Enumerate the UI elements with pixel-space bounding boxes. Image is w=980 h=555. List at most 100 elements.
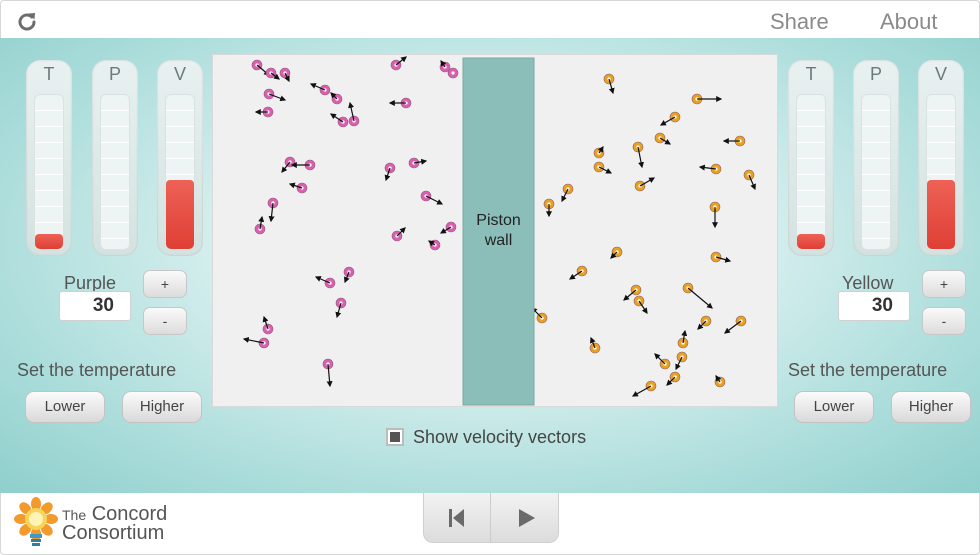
gauge-tube xyxy=(34,94,64,250)
yellow-count-field[interactable]: 30 xyxy=(838,291,910,321)
purple-molecule-highlight xyxy=(412,161,416,165)
velocity-vector xyxy=(715,256,732,263)
gauge-tube xyxy=(926,94,956,250)
purple-count-field[interactable]: 30 xyxy=(59,291,131,321)
velocity-vector xyxy=(330,113,344,123)
yellow-gas-label: Yellow xyxy=(842,273,894,293)
gauge-label: V xyxy=(934,64,947,84)
gauge-fill xyxy=(166,179,194,249)
velocity-vector xyxy=(698,164,717,171)
yellow-increase-button[interactable]: + xyxy=(922,270,966,298)
velocity-vector xyxy=(697,320,707,330)
velocity-vector xyxy=(639,177,656,187)
particle-field: Piston wall xyxy=(242,56,756,406)
checkbox-check-mark xyxy=(390,432,400,442)
yellow-temperature-gauge: T xyxy=(788,60,834,256)
velocity-vector xyxy=(242,336,265,344)
velocity-vector xyxy=(631,385,652,397)
velocity-vector xyxy=(425,195,444,205)
lightbulb-logo-icon[interactable] xyxy=(13,497,59,549)
velocity-vector xyxy=(724,320,742,334)
brand-the: The xyxy=(62,507,87,523)
gauge-label: V xyxy=(173,64,186,84)
velocity-vector xyxy=(384,167,391,182)
gauge-tube xyxy=(165,94,195,250)
velocity-vector xyxy=(597,146,604,154)
velocity-vector xyxy=(268,202,275,223)
velocity-vector xyxy=(440,60,447,68)
velocity-vector xyxy=(288,182,303,189)
purple-decrease-button[interactable]: - xyxy=(143,307,187,335)
purple-molecule-highlight xyxy=(451,71,455,75)
velocity-vector xyxy=(439,226,452,234)
gauge-fill xyxy=(35,233,63,249)
yellow-volume-gauge: V xyxy=(918,60,964,256)
velocity-vector xyxy=(681,329,688,344)
velocity-vector xyxy=(610,251,618,259)
share-link[interactable]: Share xyxy=(770,9,829,34)
velocity-vector xyxy=(348,101,355,122)
gauge-label: T xyxy=(805,64,817,84)
velocity-vector xyxy=(326,363,333,388)
velocity-vector xyxy=(666,376,676,386)
velocity-vector xyxy=(715,375,722,383)
velocity-vector xyxy=(748,174,756,191)
gauge-fill xyxy=(927,179,955,249)
play-button[interactable] xyxy=(492,493,559,543)
reload-icon[interactable] xyxy=(15,10,39,34)
piston-wall[interactable] xyxy=(462,57,535,406)
velocity-vector xyxy=(569,270,583,280)
velocity-vector xyxy=(687,287,713,309)
velocity-vectors-label: Show velocity vectors xyxy=(413,426,587,447)
play-icon xyxy=(518,509,535,527)
velocity-vector xyxy=(284,72,290,83)
simulation-canvas: Piston wall xyxy=(212,54,778,407)
gauge-label: P xyxy=(108,64,121,84)
checkbox-box[interactable] xyxy=(386,428,404,446)
purple-lower-temp-button[interactable]: Lower xyxy=(25,391,105,423)
velocity-vector xyxy=(268,93,287,102)
velocity-vector xyxy=(396,227,406,237)
purple-temperature-caption: Set the temperature xyxy=(17,360,177,380)
velocity-vector xyxy=(654,353,666,365)
piston-label-line2: wall xyxy=(484,232,513,249)
velocity-vector xyxy=(659,116,676,126)
yellow-higher-temp-button[interactable]: Higher xyxy=(891,391,971,423)
velocity-vector xyxy=(281,161,291,173)
brand-consortium: Consortium xyxy=(62,522,165,544)
velocity-vector xyxy=(638,300,648,314)
velocity-vector xyxy=(258,215,265,230)
velocity-vector xyxy=(623,289,637,301)
yellow-temperature-caption: Set the temperature xyxy=(788,360,948,380)
yellow-decrease-button[interactable]: - xyxy=(922,307,966,335)
purple-gas-label: Purple xyxy=(64,273,117,293)
velocity-vector xyxy=(330,92,338,100)
reset-to-start-icon xyxy=(449,509,464,527)
purple-pressure-gauge: P xyxy=(92,60,138,256)
velocity-vector xyxy=(589,336,596,349)
top-bar: Share About xyxy=(0,0,980,38)
purple-volume-gauge: V xyxy=(157,60,203,256)
purple-higher-temp-button[interactable]: Higher xyxy=(122,391,202,423)
reset-button[interactable] xyxy=(424,493,491,543)
model-stage: T P V Purple 30 + - Set the temperature … xyxy=(0,38,980,493)
playback-controls xyxy=(423,493,559,543)
velocity-vector xyxy=(309,83,326,91)
velocity-vector xyxy=(395,56,407,66)
yellow-lower-temp-button[interactable]: Lower xyxy=(794,391,874,423)
gauge-tube xyxy=(861,94,891,250)
velocity-vectors-checkbox[interactable]: Show velocity vectors xyxy=(386,426,586,448)
brand-concord: Concord xyxy=(91,503,168,525)
velocity-vector xyxy=(608,78,615,95)
purple-temperature-gauge: T xyxy=(26,60,72,256)
velocity-vector xyxy=(561,188,569,203)
velocity-vector xyxy=(262,315,269,330)
gauge-tube xyxy=(100,94,130,250)
velocity-vector xyxy=(659,137,672,145)
about-link[interactable]: About xyxy=(880,9,938,34)
gauge-label: P xyxy=(869,64,882,84)
gauge-tube xyxy=(796,94,826,250)
brand-name: The Concord Consortium xyxy=(62,503,168,544)
velocity-vector xyxy=(598,166,613,174)
purple-increase-button[interactable]: + xyxy=(143,270,187,298)
